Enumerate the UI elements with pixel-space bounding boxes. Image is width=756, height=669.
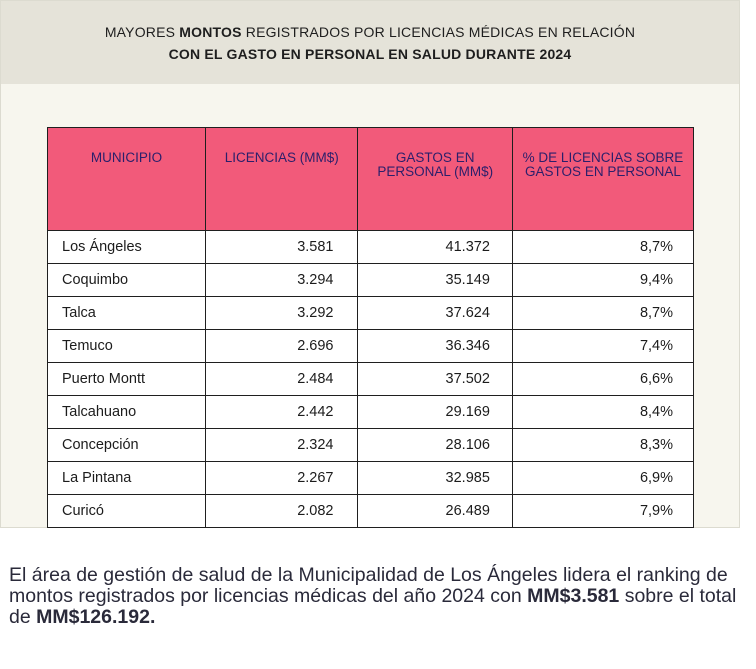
table-row: Temuco 2.696 36.346 7,4% (46, 329, 695, 363)
cell-licencias: 2.696 (205, 329, 359, 363)
cell-gastos: 41.372 (357, 230, 513, 264)
cell-gastos: 28.106 (357, 428, 513, 462)
cell-gastos: 26.489 (357, 494, 513, 528)
cell-porcentaje: 6,6% (511, 362, 695, 396)
summary-text-2: sobre el total de (9, 585, 737, 628)
table-row: Los Ángeles 3.581 41.372 8,7% (46, 230, 695, 264)
table-row: La Pintana 2.267 32.985 6,9% (46, 461, 695, 495)
cell-gastos: 32.985 (357, 461, 513, 495)
summary-amount-total: MM$126.192. (36, 606, 156, 628)
licencias-table: MUNICIPIO LICENCIAS (MM$) GASTOS EN PERS… (46, 127, 695, 528)
cell-municipio: Talca (46, 296, 207, 330)
header-municipio: MUNICIPIO (46, 127, 207, 231)
table-row: Coquimbo 3.294 35.149 9,4% (46, 263, 695, 297)
table-row: Curicó 2.082 26.489 7,9% (46, 494, 695, 528)
cell-porcentaje: 6,9% (511, 461, 695, 495)
cell-porcentaje: 7,4% (511, 329, 695, 363)
summary-paragraph: El área de gestión de salud de la Munici… (9, 565, 749, 628)
cell-porcentaje: 8,4% (511, 395, 695, 429)
cell-municipio: Talcahuano (46, 395, 207, 429)
header-porcentaje: % DE LICENCIAS SOBRE GASTOS EN PERSONAL (511, 127, 695, 231)
cell-municipio: Curicó (46, 494, 207, 528)
table-row: Puerto Montt 2.484 37.502 6,6% (46, 362, 695, 396)
cell-municipio: La Pintana (46, 461, 207, 495)
cell-licencias: 2.267 (205, 461, 359, 495)
summary-amount-los-angeles: MM$3.581 (527, 585, 620, 607)
cell-licencias: 3.581 (205, 230, 359, 264)
title-line1-rest: REGISTRADOS POR LICENCIAS MÉDICAS EN REL… (245, 23, 636, 40)
card-header: MAYORES MONTOS REGISTRADOS POR LICENCIAS… (1, 1, 739, 84)
cell-licencias: 3.294 (205, 263, 359, 297)
cell-municipio: Temuco (46, 329, 207, 363)
table-container: MUNICIPIO LICENCIAS (MM$) GASTOS EN PERS… (46, 127, 695, 528)
cell-licencias: 2.082 (205, 494, 359, 528)
cell-municipio: Los Ángeles (46, 230, 207, 264)
cell-gastos: 36.346 (357, 329, 513, 363)
cell-gastos: 37.502 (357, 362, 513, 396)
infographic-card: MAYORES MONTOS REGISTRADOS POR LICENCIAS… (0, 0, 740, 528)
cell-licencias: 2.442 (205, 395, 359, 429)
table-row: Talcahuano 2.442 29.169 8,4% (46, 395, 695, 429)
cell-municipio: Concepción (46, 428, 207, 462)
table-row: Concepción 2.324 28.106 8,3% (46, 428, 695, 462)
cell-porcentaje: 8,7% (511, 296, 695, 330)
cell-porcentaje: 8,3% (511, 428, 695, 462)
cell-municipio: Puerto Montt (46, 362, 207, 396)
table-header-row: MUNICIPIO LICENCIAS (MM$) GASTOS EN PERS… (46, 127, 695, 231)
cell-porcentaje: 9,4% (511, 263, 695, 297)
header-licencias: LICENCIAS (MM$) (205, 127, 359, 231)
table-row: Talca 3.292 37.624 8,7% (46, 296, 695, 330)
title-bold-word: MONTOS (179, 23, 242, 40)
title-prefix: MAYORES (104, 23, 176, 40)
cell-porcentaje: 8,7% (511, 230, 695, 264)
card-title: MAYORES MONTOS REGISTRADOS POR LICENCIAS… (105, 21, 635, 65)
cell-gastos: 29.169 (357, 395, 513, 429)
cell-gastos: 37.624 (357, 296, 513, 330)
title-line2: CON EL GASTO EN PERSONAL EN SALUD DURANT… (168, 45, 572, 62)
header-gastos: GASTOS EN PERSONAL (MM$) (357, 127, 513, 231)
summary-text-1: El área de gestión de salud de la Munici… (9, 564, 728, 607)
cell-municipio: Coquimbo (46, 263, 207, 297)
cell-porcentaje: 7,9% (511, 494, 695, 528)
cell-licencias: 2.324 (205, 428, 359, 462)
cell-licencias: 2.484 (205, 362, 359, 396)
cell-licencias: 3.292 (205, 296, 359, 330)
cell-gastos: 35.149 (357, 263, 513, 297)
